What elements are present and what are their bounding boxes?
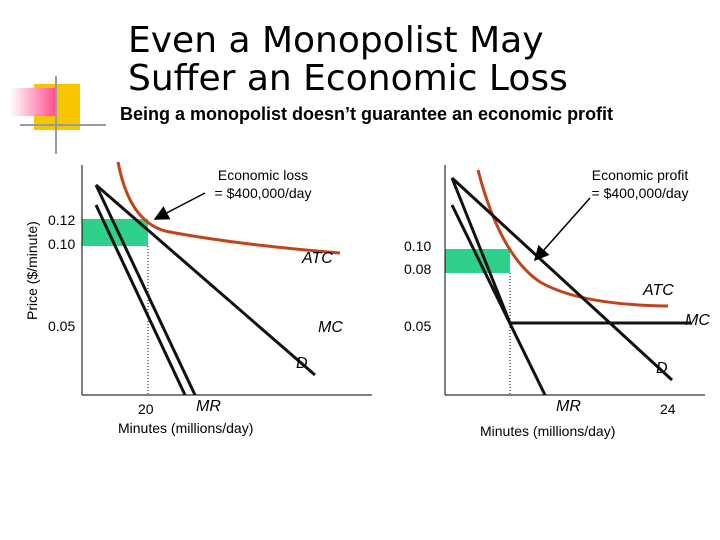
left-mr-curve xyxy=(94,204,187,396)
left-ytick-0.05: 0.05 xyxy=(48,318,75,334)
slide-title: Even a Monopolist May Suffer an Economic… xyxy=(128,22,688,98)
left-ytick-0.10: 0.10 xyxy=(48,236,75,252)
right-profit-rectangle xyxy=(445,249,510,273)
left-d-label: D xyxy=(296,355,308,372)
left-annotation-line-2: = $400,000/day xyxy=(215,185,312,201)
right-xtick-24: 24 xyxy=(660,401,676,417)
title-decoration-vertical-line xyxy=(55,76,57,154)
title-decoration-pink-bar xyxy=(10,88,56,116)
right-mc-label: MC xyxy=(685,312,710,329)
right-ytick-0.05: 0.05 xyxy=(404,318,431,334)
slide-subtitle: Being a monopolist doesn’t guarantee an … xyxy=(120,104,614,124)
left-xlabel: Minutes (millions/day) xyxy=(118,420,253,436)
title-decoration-horizontal-line xyxy=(20,124,106,126)
right-annotation-line-1: Economic profit xyxy=(592,167,689,183)
right-annotation-arrow xyxy=(534,197,591,262)
right-annotation-line-2: = $400,000/day xyxy=(592,185,689,201)
right-ytick-0.08: 0.08 xyxy=(404,261,431,277)
left-panel: Price ($/minute) 0.12 0.10 0.05 20 Minut… xyxy=(24,161,372,436)
right-panel: 0.10 0.08 0.05 24 Minutes (millions/day)… xyxy=(404,165,710,439)
left-xtick-20: 20 xyxy=(138,401,154,417)
right-mr-curve xyxy=(450,204,547,396)
right-atc-label: ATC xyxy=(642,282,674,299)
left-annotation-arrow xyxy=(153,192,206,220)
right-ytick-0.10: 0.10 xyxy=(404,238,431,254)
left-atc-curve xyxy=(116,161,341,255)
right-xlabel: Minutes (millions/day) xyxy=(480,423,615,439)
left-d-curve xyxy=(95,183,316,377)
left-mc-label: MC xyxy=(318,319,343,336)
left-ylabel: Price ($/minute) xyxy=(24,221,40,320)
left-ytick-0.12: 0.12 xyxy=(48,212,75,228)
left-mc-curve xyxy=(94,184,197,396)
left-mr-label: MR xyxy=(196,398,221,415)
right-d-label: D xyxy=(656,360,668,377)
left-annotation-line-1: Economic loss xyxy=(218,167,308,183)
left-atc-label: ATC xyxy=(301,250,333,267)
right-mr-label: MR xyxy=(556,398,581,415)
right-d-curve xyxy=(450,176,674,382)
slide-title-line-2: Suffer an Economic Loss xyxy=(128,58,568,99)
slide-title-line-1: Even a Monopolist May xyxy=(128,20,544,61)
